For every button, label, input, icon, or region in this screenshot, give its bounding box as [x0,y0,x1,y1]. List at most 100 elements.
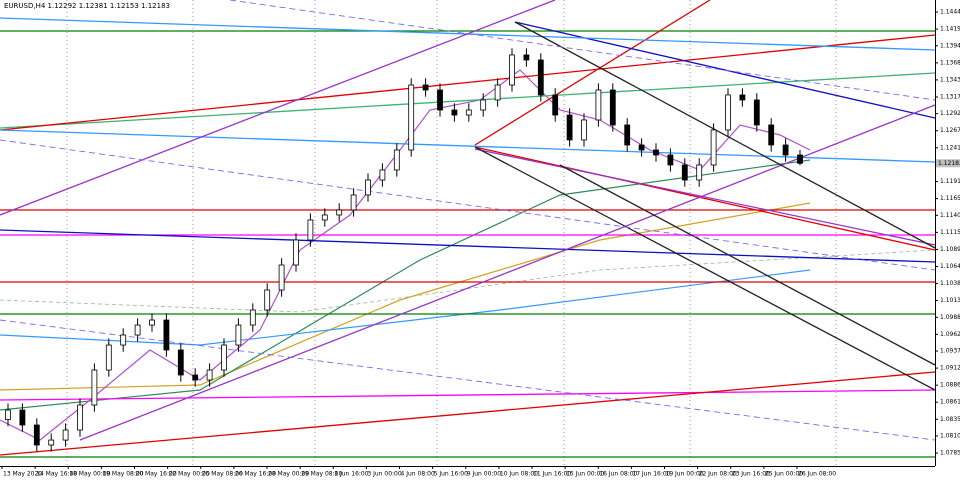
candle-body [552,94,559,116]
candle-body [710,129,717,166]
y-tick-label: 1.14445 [940,9,960,16]
candle-body [480,99,487,111]
candle-body [681,164,688,181]
x-tick-label: 15 Jun 00:00 [566,471,604,478]
candle-body [235,324,242,346]
candle-body [249,309,256,326]
x-tick-label: 25 Jun 00:00 [765,471,803,478]
candle-body [595,89,602,121]
x-tick-label: 4 Jun 08:00 [401,471,435,478]
y-tick-label: 1.09120 [940,365,960,372]
candle-body [638,144,645,151]
candle-body [797,154,803,164]
y-tick-label: 1.10130 [940,297,960,304]
y-tick-label: 1.09625 [940,331,960,338]
candle-body [739,94,746,101]
y-tick-label: 1.08105 [940,432,960,439]
y-tick-label: 1.13430 [940,76,960,83]
x-tick-label: 3 Jun 00:00 [367,471,401,478]
candle-body [264,289,271,311]
candle-body [5,409,11,420]
candle-body [365,179,371,196]
candle-body [581,119,587,141]
y-tick-label: 1.09375 [940,348,960,355]
y-tick-label: 1.08865 [940,382,960,389]
x-tick-label: 26 Jun 08:00 [798,471,836,478]
candle-body [120,334,127,346]
candle-body [494,84,501,101]
y-tick-label: 1.11150 [940,229,960,236]
candle-body [336,209,343,216]
candle-body [134,324,141,336]
candle-body [293,239,299,266]
x-tick-label: 22 Jun 08:00 [699,471,737,478]
y-tick-label: 1.10895 [940,246,960,253]
y-tick-label: 1.14190 [940,26,960,33]
y-tick-label: 1.12925 [940,110,960,117]
y-tick-label: 1.11910 [940,178,960,185]
candle-body [221,344,227,371]
y-tick-label: 1.11405 [940,212,960,219]
candles [5,48,803,452]
candle-body [566,114,573,141]
trend-lines [0,0,936,458]
chart-title: EURUSD,H4 1.12292 1.12381 1.12153 1.1218… [4,2,170,10]
y-tick-label: 1.08610 [940,399,960,406]
candle-body [91,369,98,406]
candle-body [537,59,544,96]
candle-body [667,154,674,166]
candle-body [105,344,112,371]
candle-body [321,214,328,221]
candle-body [753,99,760,126]
candle-body [509,54,515,86]
x-tick-label: 25 May 08:00 [202,471,243,478]
x-tick-label: 18 May 00:00 [69,471,110,478]
candle-body [782,144,789,156]
x-tick-label: 13 May 2020 [3,471,42,478]
last-price-label: 1.12183 [938,160,960,167]
candle-body [278,264,285,291]
x-tick-label: 17 Jun 16:00 [632,471,670,478]
candle-body [19,409,26,426]
candle-body [523,54,530,61]
candle-body [624,124,631,146]
y-tick-label: 1.11655 [940,195,960,202]
candle-body [653,149,659,156]
candle-body [437,89,443,111]
candle-body [696,164,703,181]
x-tick-label: 22 May 00:00 [169,471,210,478]
x-tick-label: 19 Jun 00:00 [666,471,704,478]
x-tick-label: 9 Jun 00:00 [467,471,501,478]
x-tick-label: 5 Jun 16:00 [434,471,468,478]
candle-body [465,109,472,116]
x-tick-label: 14 May 16:00 [36,471,77,478]
y-tick-label: 1.13940 [940,42,960,49]
x-tick-label: 10 Jun 08:00 [500,471,538,478]
candle-body [206,369,213,381]
x-tick-label: 20 May 16:00 [136,471,177,478]
y-tick-label: 1.13175 [940,93,960,100]
candle-body [163,319,170,351]
y-tick-label: 1.08355 [940,416,960,423]
x-tick-label: 29 May 08:00 [301,471,342,478]
candle-body [62,429,69,441]
candle-body [408,84,415,151]
candle-body [77,404,83,431]
candle-body [177,349,184,376]
x-tick-label: 26 May 16:00 [235,471,276,478]
candle-body [379,169,386,181]
last-price-box [936,159,960,168]
candle-body [725,94,731,131]
candle-body [768,124,775,146]
period-separators [66,0,837,466]
candle-body [192,374,199,381]
y-tick-label: 1.10640 [940,263,960,270]
candle-body [48,439,55,446]
y-tick-label: 1.09880 [940,314,960,321]
candle-body [451,109,458,116]
candle-body [33,424,40,446]
candle-body [393,149,400,171]
x-tick-label: 23 Jun 16:00 [732,471,770,478]
